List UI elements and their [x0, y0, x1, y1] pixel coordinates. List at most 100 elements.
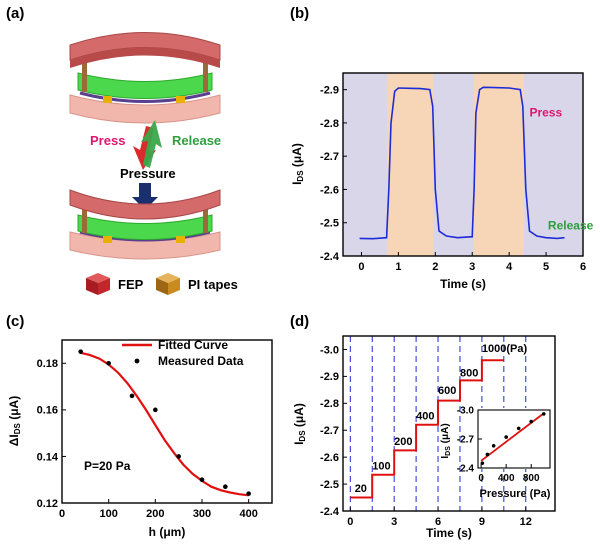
- chart-b-frame: [342, 72, 584, 257]
- panel-label-a: (a): [6, 5, 24, 22]
- press-region: [474, 73, 524, 256]
- release-region: [343, 73, 583, 256]
- chart-b-y-tick-label: -2.9: [320, 84, 339, 96]
- chart-d-inset: 0 400 800 -2.4 -2.7 -3.0 Pressure (Pa) IDS (μ…: [440, 406, 551, 501]
- chart-c-xlabel: h (μm): [149, 525, 186, 539]
- chart-c-x-tick-label: 0: [59, 508, 65, 520]
- chart-d-x-tick-label: 0: [347, 516, 353, 528]
- chart-d-y-tick-label: -2.6: [320, 452, 339, 464]
- chart-d-y-tick-label: -2.9: [320, 371, 339, 383]
- inset-data-point: [516, 426, 521, 431]
- chart-c-y-tick-label: 0.14: [37, 451, 59, 463]
- chart-c: 0 100 200 300 400 0.12 0.14 0.16 0.18 h (μm) ΔID…: [7, 338, 273, 539]
- chart-d-frame: [342, 335, 556, 512]
- step-pressure-label: 100: [372, 460, 390, 472]
- chart-c-y-tick-label: 0.18: [37, 358, 58, 370]
- chart-c-ylabel: ΔIDS (μA): [7, 396, 22, 446]
- chart-b-x-tick-label: 6: [580, 261, 586, 273]
- chart-d-y-tick-label: -2.4: [320, 506, 340, 518]
- step-pressure-label: 400: [416, 410, 434, 422]
- inset-y-tick-label: -2.4: [457, 464, 475, 475]
- chart-b-y-tick-label: -2.7: [320, 151, 339, 163]
- schematic-legend: FEP PI tapes: [86, 273, 238, 295]
- pink-base: [69, 94, 221, 124]
- release-label: Release: [172, 133, 221, 148]
- chart-d-x-tick-label: 12: [520, 516, 532, 528]
- step-pressure-label: 20: [355, 483, 367, 495]
- inset-data-point: [504, 435, 508, 439]
- chart-b-x-tick-label: 2: [432, 261, 438, 273]
- device-top: [69, 32, 221, 124]
- pressure-arrow-icon: [132, 183, 158, 210]
- inset-data-point: [485, 452, 490, 457]
- chart-c-x-tick-label: 200: [146, 508, 164, 520]
- press-region: [387, 73, 434, 256]
- chart-b-x-tick-label: 0: [358, 261, 364, 273]
- inset-x-tick-label: 0: [478, 473, 484, 484]
- chart-b-y-tick-label: -2.4: [320, 251, 340, 263]
- pressure-label: Pressure: [120, 166, 176, 181]
- chart-d-x-tick-label: 6: [435, 516, 441, 528]
- green-layer: [77, 72, 213, 99]
- inset-x-tick-label: 800: [523, 473, 540, 484]
- inset-frame: [477, 409, 551, 469]
- inset-data-point: [480, 461, 485, 465]
- chart-c-y-tick-label: 0.16: [37, 405, 58, 417]
- measured-data-point: [106, 360, 111, 366]
- legend-fep-label: FEP: [118, 277, 144, 292]
- inset-fit-line: [480, 412, 545, 462]
- step-pressure-label: 200: [394, 436, 412, 448]
- chart-d-y-tick-label: -3.0: [320, 344, 339, 356]
- step-pressure-label: 800: [460, 367, 478, 379]
- chart-b-y-tick-label: -2.8: [320, 118, 339, 130]
- pi-tape: [176, 236, 185, 243]
- inset-data-point: [491, 443, 496, 448]
- device-bottom: [69, 189, 221, 260]
- measured-data-point: [176, 454, 181, 459]
- measured-data-point: [78, 349, 83, 354]
- chart-d-step-line: [350, 359, 504, 499]
- release-arrow-icon: [141, 120, 162, 168]
- step-pressure-label: 600: [438, 385, 456, 397]
- measured-data-point: [223, 484, 228, 490]
- panel-label-c: (c): [6, 313, 24, 330]
- legend-measured-data-swatch: [134, 358, 140, 364]
- pi-tape: [103, 96, 112, 103]
- chart-b-ylabel: IDS (μA): [290, 143, 305, 185]
- chart-b-y-tick-label: -2.5: [320, 218, 339, 230]
- chart-b: 0 1 2 3 4 5 6 -2.4 -2.5 -2.6 -2.7 -2.8 -2.9 Time (s)…: [290, 72, 594, 291]
- chart-d-x-tick-label: 9: [479, 516, 485, 528]
- chart-c-annotation: P=20 Pa: [84, 459, 131, 473]
- chart-d-x-tick-label: 3: [391, 516, 397, 528]
- fep-legend-icon: [86, 273, 110, 295]
- press-label: Press: [90, 133, 125, 148]
- chart-c-x-tick-label: 400: [239, 508, 257, 520]
- chart-b-press-annotation: Press: [529, 105, 562, 119]
- chart-d-y-tick-label: -2.5: [320, 479, 339, 491]
- fep-top-film: [69, 189, 221, 220]
- chart-b-x-tick-label: 4: [506, 261, 513, 273]
- measured-data-point: [199, 477, 205, 483]
- inset-y-tick-label: -2.7: [457, 435, 475, 446]
- pi-tape: [103, 236, 112, 243]
- spacer: [203, 58, 208, 92]
- fitted-curve-line: [80, 351, 249, 497]
- chart-b-x-tick-label: 3: [469, 261, 475, 273]
- inset-xlabel: Pressure (Pa): [480, 488, 551, 500]
- spacer: [82, 205, 87, 233]
- chart-c-x-tick-label: 100: [99, 508, 117, 520]
- inset-y-tick-label: -3.0: [457, 406, 475, 417]
- spacer: [203, 205, 208, 233]
- chart-b-series-line: [359, 86, 565, 240]
- measured-data-point: [129, 393, 135, 399]
- chart-c-y-tick-label: 0.12: [37, 498, 58, 510]
- inset-ylabel: IDS (μA): [440, 423, 452, 458]
- chart-c-x-tick-label: 300: [193, 508, 211, 520]
- legend-measured-data-label: Measured Data: [158, 354, 244, 368]
- electrode-line: [79, 91, 211, 103]
- chart-b-y-tick-label: -2.6: [320, 184, 339, 196]
- panel-label-b: (b): [290, 5, 309, 22]
- inset-x-tick-label: 400: [498, 473, 515, 484]
- chart-d-y-tick-label: -2.8: [320, 398, 339, 410]
